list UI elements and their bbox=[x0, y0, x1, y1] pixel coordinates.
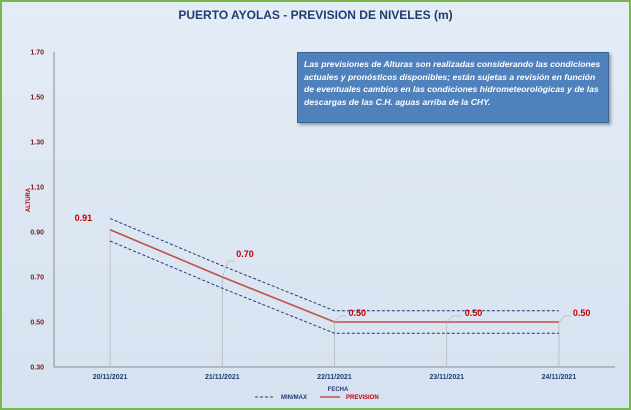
x-tick-labels: 20/11/2021 21/11/2021 22/11/2021 23/11/2021… bbox=[93, 374, 577, 381]
y-tick-labels: 0.30 0.50 0.70 0.90 1.10 1.30 1.50 1.70 bbox=[30, 50, 44, 372]
x-tick-label: 21/11/2021 bbox=[205, 374, 240, 381]
prevision-line bbox=[109, 229, 559, 323]
data-label: 0.50 bbox=[465, 308, 483, 318]
data-label: 0.50 bbox=[349, 308, 367, 318]
max-line bbox=[109, 218, 559, 312]
legend-minmax-label: MIN/MAX bbox=[281, 395, 307, 401]
chart-title: PUERTO AYOLAS - PREVISION DE NIVELES (m) bbox=[178, 8, 453, 22]
drop-lines bbox=[109, 229, 560, 367]
y-tick-label: 1.30 bbox=[30, 140, 44, 147]
y-axis-label: ALTURA bbox=[26, 187, 32, 212]
legend-prevision-label: PREVISION bbox=[346, 395, 379, 401]
data-label-leader bbox=[446, 315, 463, 323]
data-label: 0.50 bbox=[573, 308, 591, 318]
series-layer bbox=[109, 218, 559, 334]
y-tick-label: 0.90 bbox=[30, 230, 44, 237]
y-tick-label: 1.70 bbox=[30, 50, 44, 57]
x-tick-label: 20/11/2021 bbox=[93, 374, 128, 381]
data-label: 0.70 bbox=[236, 249, 254, 259]
x-tick-label: 22/11/2021 bbox=[317, 374, 352, 381]
legend: MIN/MAX PREVISION bbox=[255, 395, 379, 401]
data-label-leader bbox=[221, 260, 235, 278]
y-tick-label: 0.50 bbox=[30, 320, 44, 327]
data-labels: 0.91 0.70 0.50 0.50 0.50 bbox=[75, 213, 591, 323]
data-label: 0.91 bbox=[75, 213, 93, 223]
data-label-leader bbox=[558, 315, 571, 323]
y-tick-label: 1.10 bbox=[30, 185, 44, 192]
y-tick-label: 1.50 bbox=[30, 95, 44, 102]
min-line bbox=[109, 240, 559, 334]
y-tick-label: 0.70 bbox=[30, 275, 44, 282]
y-tick-label: 0.30 bbox=[30, 365, 44, 372]
forecast-note-box: Las previsiones de Alturas son realizada… bbox=[297, 52, 609, 123]
x-tick-label: 24/11/2021 bbox=[542, 374, 577, 381]
x-tick-label: 23/11/2021 bbox=[429, 374, 464, 381]
x-axis-label: FECHA bbox=[328, 387, 349, 393]
data-label-leader bbox=[334, 315, 347, 323]
